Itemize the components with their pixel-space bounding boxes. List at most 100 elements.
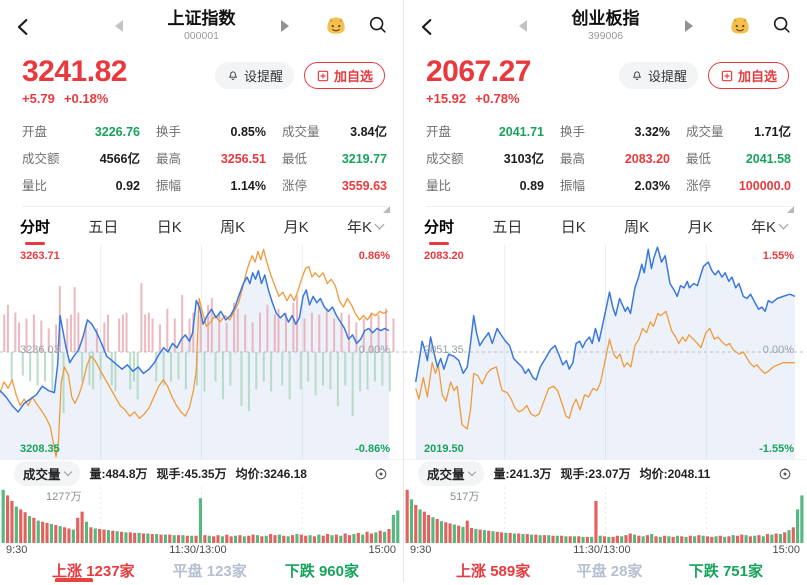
- tab-minute[interactable]: 分时: [424, 210, 454, 243]
- stat-open: 开盘 3226.76: [22, 125, 140, 139]
- time-axis: 9:30 11:30/13:00 15:00: [404, 543, 807, 560]
- expand-stats-icon[interactable]: [383, 206, 390, 213]
- stat-limit-up: 涨停 3559.63: [282, 179, 387, 193]
- stat-amplitude: 振幅 2.03%: [560, 179, 670, 193]
- page-title: 上证指数: [167, 9, 236, 28]
- volume-header: 成交量 量:484.8万 现手:45.35万 均价:3246.18: [0, 459, 403, 487]
- set-alert-button[interactable]: 设提醒: [214, 62, 294, 89]
- chevron-down-icon: [63, 467, 72, 477]
- market-breadth: 上涨 589家 平盘 28家 下跌 751家: [404, 560, 807, 585]
- next-stock-icon[interactable]: [684, 19, 693, 32]
- add-watchlist-button[interactable]: 加自选: [303, 62, 385, 89]
- tab-daily-k[interactable]: 日K: [156, 218, 182, 236]
- tick-open: 9:30: [6, 544, 28, 556]
- tab-minute[interactable]: 分时: [20, 210, 50, 243]
- price-section: 3241.82 +5.79 +0.18% 设提醒 加自选: [0, 54, 403, 114]
- decliners: 下跌 960家: [284, 563, 359, 580]
- price-change-pct: +0.18%: [63, 91, 109, 106]
- tab-monthly-k[interactable]: 月K: [687, 218, 713, 236]
- gear-icon[interactable]: [373, 466, 389, 482]
- stat-turnover: 换手 3.32%: [560, 125, 670, 139]
- plus-square-icon: [317, 70, 329, 81]
- chart-high-label: 3263.71: [20, 250, 60, 262]
- avg-price: 均价:2048.11: [639, 467, 711, 481]
- stat-low: 最低 3219.77: [282, 152, 387, 166]
- stat-volume: 成交量 3.84亿: [282, 125, 387, 139]
- dragon-mascot-icon[interactable]: [323, 12, 349, 43]
- search-icon[interactable]: [367, 14, 389, 41]
- tick-close: 15:00: [368, 544, 396, 556]
- stat-turnover: 换手 0.85%: [156, 125, 266, 139]
- decliners: 下跌 751家: [688, 563, 763, 580]
- add-watchlist-button[interactable]: 加自选: [707, 62, 789, 89]
- tab-yearly-k[interactable]: 年K: [751, 210, 789, 243]
- stat-amount: 成交额 4566亿: [22, 152, 140, 166]
- search-icon[interactable]: [771, 14, 793, 41]
- chart-low-label: 2019.50: [424, 443, 464, 455]
- volume-indicator-select[interactable]: 成交量: [14, 461, 80, 486]
- tick-midday: 11:30/13:00: [169, 544, 227, 556]
- bell-icon: [633, 70, 641, 80]
- chart-mid-label: 3236.03: [20, 344, 60, 356]
- dragon-mascot-icon[interactable]: [727, 12, 753, 43]
- divider: [426, 206, 791, 207]
- price-change: +5.79: [22, 91, 55, 106]
- prev-stock-icon[interactable]: [518, 19, 527, 32]
- period-tabs: 分时 五日 日K 周K 月K 年K: [404, 207, 807, 245]
- header: 上证指数 000001: [0, 0, 403, 54]
- unchanged: 平盘 28家: [576, 563, 643, 580]
- stat-open: 开盘 2041.71: [426, 125, 544, 139]
- tab-yearly-k[interactable]: 年K: [347, 210, 385, 243]
- chevron-down-icon: [374, 219, 385, 229]
- back-icon[interactable]: [10, 13, 38, 41]
- chart-low-label: 3208.35: [20, 443, 60, 455]
- chevron-down-icon: [778, 219, 789, 229]
- minute-chart[interactable]: 2083.20 1.55% 2051.35 0.00% 2019.50 -1.5…: [404, 245, 807, 459]
- tab-weekly-k[interactable]: 周K: [220, 218, 246, 236]
- stat-high: 最高 3256.51: [156, 152, 266, 166]
- time-axis: 9:30 11:30/13:00 15:00: [0, 543, 403, 560]
- expand-stats-icon[interactable]: [787, 206, 794, 213]
- period-tabs: 分时 五日 日K 周K 月K 年K: [0, 207, 403, 245]
- gear-icon[interactable]: [777, 466, 793, 482]
- volume-indicator-select[interactable]: 成交量: [418, 461, 484, 486]
- tab-5day[interactable]: 五日: [492, 218, 523, 236]
- stock-code: 399006: [587, 30, 624, 42]
- header: 创业板指 399006: [404, 0, 807, 54]
- prev-stock-icon[interactable]: [114, 19, 123, 32]
- price-section: 2067.27 +15.92 +0.78% 设提醒 加自选: [404, 54, 807, 114]
- unchanged: 平盘 123家: [172, 563, 247, 580]
- minute-chart[interactable]: 3263.71 0.86% 3236.03 0.00% 3208.35 -0.8…: [0, 245, 403, 459]
- volume-value: 量:241.3万: [493, 467, 552, 481]
- panel-chinext-index: 创业板指 399006 2067.27 +15.92 +0.78%: [404, 0, 807, 582]
- volume-max-label: 517万: [450, 491, 480, 503]
- current-price: 3241.82: [22, 55, 127, 88]
- tick-close: 15:00: [772, 544, 800, 556]
- set-alert-button[interactable]: 设提醒: [618, 62, 698, 89]
- stats-grid: 开盘 3226.76 换手 0.85% 成交量 3.84亿 成交额 4566亿 最高 32…: [0, 114, 403, 213]
- tick-midday: 11:30/13:00: [573, 544, 631, 556]
- back-icon[interactable]: [414, 13, 442, 41]
- tab-daily-k[interactable]: 日K: [560, 218, 586, 236]
- bell-icon: [229, 70, 237, 80]
- chart-high-pct: 1.55%: [762, 250, 794, 262]
- volume-chart[interactable]: 1277万: [0, 487, 403, 543]
- stock-code: 000001: [183, 30, 220, 42]
- avg-price: 均价:3246.18: [235, 467, 307, 481]
- tab-weekly-k[interactable]: 周K: [624, 218, 650, 236]
- tab-5day[interactable]: 五日: [88, 218, 119, 236]
- chart-low-pct: -0.86%: [355, 443, 390, 455]
- tab-monthly-k[interactable]: 月K: [283, 218, 309, 236]
- stat-vol-ratio: 量比 0.89: [426, 179, 544, 193]
- next-stock-icon[interactable]: [280, 19, 289, 32]
- stat-amplitude: 振幅 1.14%: [156, 179, 266, 193]
- volume-header: 成交量 量:241.3万 现手:23.07万 均价:2048.11: [404, 459, 807, 487]
- volume-max-label: 1277万: [46, 491, 82, 503]
- stat-high: 最高 2083.20: [560, 152, 670, 166]
- volume-chart[interactable]: 517万: [404, 487, 807, 543]
- volume-value: 量:484.8万: [89, 467, 148, 481]
- divider: [22, 206, 387, 207]
- stat-volume: 成交量 1.71亿: [686, 125, 791, 139]
- current-hands: 现手:23.07万: [560, 467, 631, 481]
